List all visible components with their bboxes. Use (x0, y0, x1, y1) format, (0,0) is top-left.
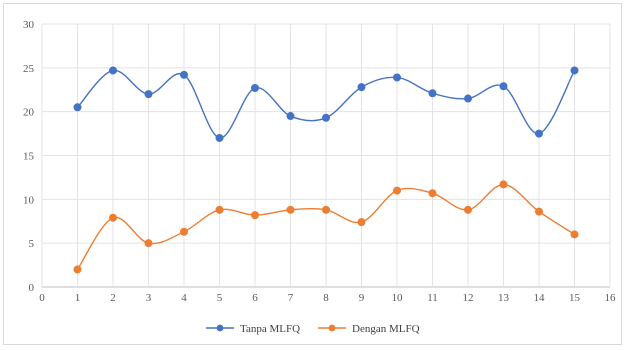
data-point (463, 205, 472, 214)
series (73, 66, 579, 274)
data-point (144, 90, 153, 99)
x-tick-label: 1 (75, 292, 81, 304)
x-tick-label: 4 (181, 292, 187, 304)
legend-label: Dengan MLFQ (352, 323, 420, 335)
data-point (250, 83, 259, 92)
legend: Tanpa MLFQ Dengan MLFQ (206, 323, 420, 335)
x-tick-label: 7 (288, 292, 294, 304)
x-tick-label: 6 (252, 292, 258, 304)
data-point (321, 113, 330, 122)
x-tick-label: 8 (323, 292, 329, 304)
y-tick-label: 5 (29, 238, 35, 250)
data-point (215, 205, 224, 214)
data-point (250, 211, 259, 220)
x-tick-label: 12 (463, 292, 474, 304)
data-point (215, 133, 224, 142)
data-point (321, 205, 330, 214)
data-point (109, 213, 118, 222)
y-tick-label: 15 (23, 151, 35, 163)
x-tick-label: 9 (359, 292, 365, 304)
chart-frame (3, 3, 622, 345)
data-point (535, 207, 544, 216)
grid (41, 23, 611, 288)
data-point (463, 94, 472, 103)
x-tick-label: 14 (534, 292, 546, 304)
data-point (428, 89, 437, 98)
data-point (535, 129, 544, 138)
data-point (392, 73, 401, 82)
x-tick-label: 10 (392, 292, 404, 304)
data-point (286, 112, 295, 121)
x-tick-label: 3 (146, 292, 152, 304)
x-tick-label: 11 (427, 292, 438, 304)
data-point (179, 70, 188, 79)
legend-label: Tanpa MLFQ (240, 323, 300, 335)
x-tick-label: 2 (110, 292, 116, 304)
x-tick-label: 15 (569, 292, 581, 304)
legend-marker (328, 324, 336, 332)
data-point (73, 265, 82, 274)
data-point (286, 205, 295, 214)
data-point (570, 66, 579, 75)
x-tick-label: 16 (605, 292, 617, 304)
y-tick-label: 0 (29, 282, 35, 294)
data-point (73, 103, 82, 112)
y-tick-label: 25 (23, 63, 35, 75)
data-point (570, 230, 579, 239)
y-tick-label: 20 (23, 107, 35, 119)
data-point (392, 186, 401, 195)
x-tick-label: 5 (217, 292, 223, 304)
data-point (357, 83, 366, 92)
x-tick-label: 0 (39, 292, 45, 304)
x-tick-label: 13 (498, 292, 510, 304)
y-tick-label: 10 (23, 194, 35, 206)
legend-marker (216, 324, 224, 332)
data-point (499, 82, 508, 91)
data-point (179, 227, 188, 236)
data-point (499, 180, 508, 189)
data-point (357, 218, 366, 227)
data-point (109, 66, 118, 75)
data-point (428, 189, 437, 198)
y-tick-label: 30 (23, 19, 35, 31)
data-point (144, 239, 153, 248)
